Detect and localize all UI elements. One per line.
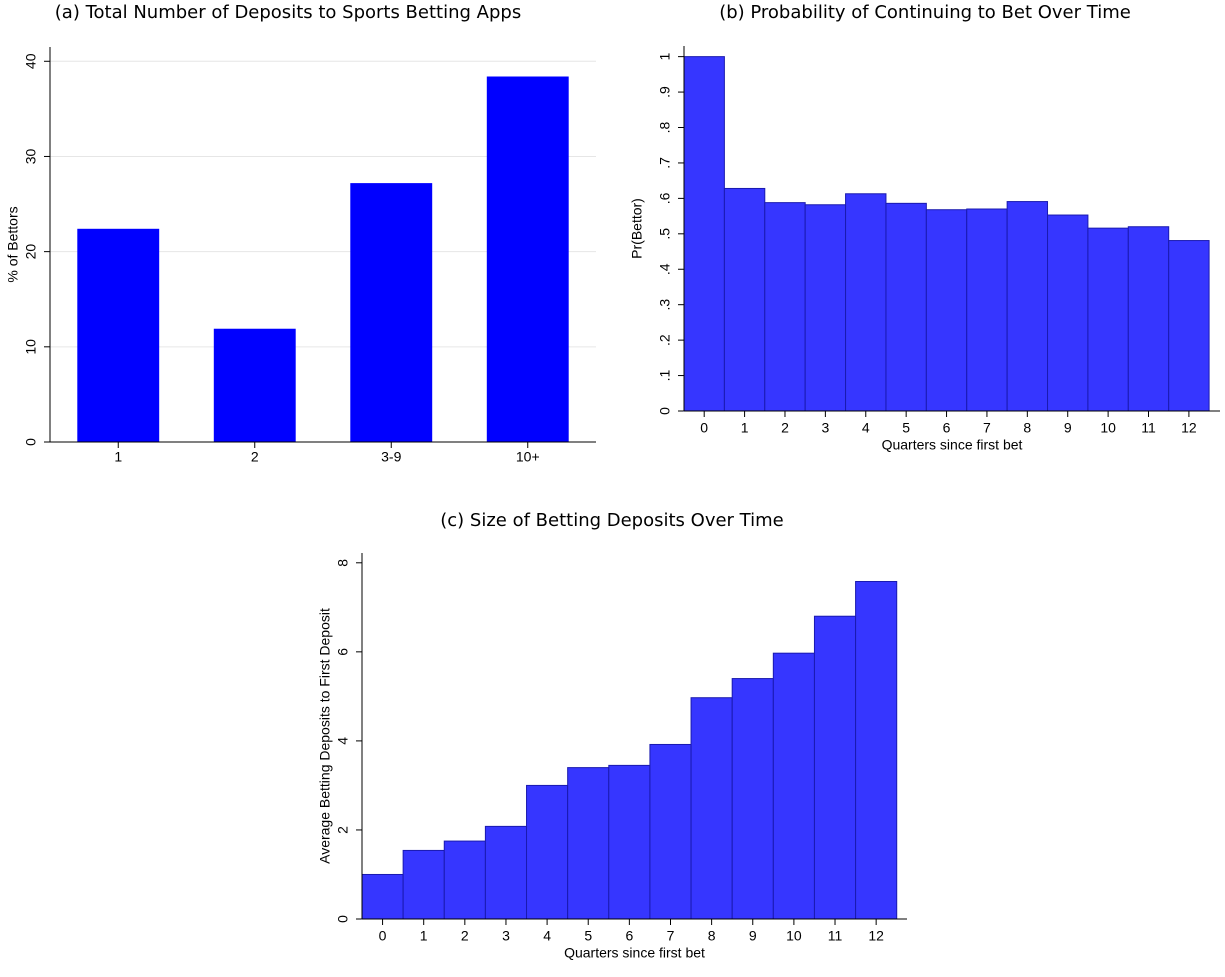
bar bbox=[772, 652, 815, 920]
y-tick-label: .4 bbox=[657, 263, 673, 275]
bar bbox=[608, 764, 651, 920]
x-tick-label: 4 bbox=[543, 928, 551, 944]
x-tick-label: 10+ bbox=[516, 449, 540, 465]
y-tick-label: .6 bbox=[657, 192, 673, 204]
chart-title: (b) Probability of Continuing to Bet Ove… bbox=[719, 2, 1131, 23]
chart-title: (a) Total Number of Deposits to Sports B… bbox=[55, 2, 521, 23]
bar bbox=[649, 743, 692, 920]
bar bbox=[690, 697, 733, 920]
y-tick-label: 0 bbox=[335, 915, 351, 923]
bar bbox=[925, 209, 968, 412]
bar bbox=[723, 187, 766, 412]
y-tick-label: .2 bbox=[657, 334, 673, 346]
bar bbox=[966, 208, 1008, 412]
x-tick-label: 8 bbox=[1023, 420, 1031, 436]
y-tick-label: 20 bbox=[23, 244, 39, 260]
y-tick-label: 8 bbox=[335, 559, 351, 567]
x-tick-label: 9 bbox=[1064, 420, 1072, 436]
x-tick-label: 11 bbox=[1141, 420, 1156, 436]
x-tick-label: 11 bbox=[828, 928, 843, 944]
x-tick-label: 10 bbox=[1100, 420, 1116, 436]
y-tick-label: .8 bbox=[657, 121, 673, 133]
bar bbox=[361, 873, 404, 920]
x-axis-label: Quarters since first bet bbox=[882, 437, 1023, 453]
x-tick-label: 9 bbox=[749, 928, 757, 944]
x-tick-label: 0 bbox=[379, 928, 387, 944]
chart-title: (c) Size of Betting Deposits Over Time bbox=[440, 510, 783, 531]
x-tick-label: 12 bbox=[1181, 420, 1197, 436]
x-tick-label: 8 bbox=[708, 928, 716, 944]
y-tick-label: .3 bbox=[657, 299, 673, 311]
y-tick-label: 10 bbox=[23, 339, 39, 355]
bar bbox=[402, 849, 445, 920]
y-tick-label: 2 bbox=[335, 826, 351, 834]
y-axis-label: % of Bettors bbox=[5, 206, 21, 282]
y-axis-label: Pr(Bettor) bbox=[629, 198, 645, 259]
bar bbox=[567, 767, 610, 920]
x-tick-label: 6 bbox=[943, 420, 951, 436]
y-tick-label: .7 bbox=[657, 157, 673, 169]
bar bbox=[855, 580, 898, 920]
y-tick-label: .9 bbox=[657, 86, 673, 98]
y-tick-label: 0 bbox=[657, 407, 673, 415]
y-tick-label: .1 bbox=[657, 370, 673, 382]
bar bbox=[350, 183, 433, 442]
bar bbox=[526, 784, 569, 920]
bar bbox=[1047, 214, 1089, 412]
bar bbox=[845, 193, 887, 412]
x-tick-label: 10 bbox=[786, 928, 802, 944]
x-tick-label: 4 bbox=[862, 420, 870, 436]
y-tick-label: 30 bbox=[23, 148, 39, 164]
x-axis-label: Quarters since first bet bbox=[564, 945, 705, 961]
x-tick-label: 3 bbox=[821, 420, 829, 436]
y-axis-label: Average Betting Deposits to First Deposi… bbox=[317, 608, 333, 864]
bar bbox=[1087, 227, 1129, 412]
y-tick-label: .5 bbox=[657, 228, 673, 240]
bar bbox=[486, 76, 569, 442]
y-tick-label: 40 bbox=[23, 53, 39, 69]
x-tick-label: 1 bbox=[420, 928, 428, 944]
bar bbox=[1006, 201, 1049, 412]
x-tick-label: 7 bbox=[667, 928, 675, 944]
x-tick-label: 5 bbox=[902, 420, 910, 436]
x-tick-label: 5 bbox=[584, 928, 592, 944]
x-tick-label: 2 bbox=[781, 420, 789, 436]
y-tick-label: 6 bbox=[335, 648, 351, 656]
bar bbox=[804, 204, 847, 412]
x-tick-label: 0 bbox=[700, 420, 708, 436]
bar bbox=[213, 328, 296, 442]
x-tick-label: 2 bbox=[251, 449, 259, 465]
x-tick-label: 2 bbox=[461, 928, 469, 944]
y-tick-label: 0 bbox=[23, 438, 39, 446]
x-tick-label: 3-9 bbox=[381, 449, 401, 465]
y-tick-label: 4 bbox=[335, 737, 351, 745]
x-tick-label: 6 bbox=[625, 928, 633, 944]
y-tick-label: 1 bbox=[657, 53, 673, 61]
bar bbox=[731, 678, 774, 920]
bar bbox=[1127, 226, 1170, 412]
bar bbox=[484, 825, 528, 920]
x-tick-label: 7 bbox=[983, 420, 991, 436]
x-tick-label: 12 bbox=[868, 928, 884, 944]
bar bbox=[764, 202, 806, 412]
bar bbox=[885, 202, 927, 412]
x-tick-label: 1 bbox=[741, 420, 749, 436]
bar bbox=[77, 228, 160, 442]
bar bbox=[1168, 240, 1210, 412]
x-tick-label: 3 bbox=[502, 928, 510, 944]
x-tick-label: 1 bbox=[114, 449, 122, 465]
bar bbox=[683, 56, 725, 412]
bar bbox=[443, 840, 486, 920]
bar bbox=[813, 615, 857, 920]
